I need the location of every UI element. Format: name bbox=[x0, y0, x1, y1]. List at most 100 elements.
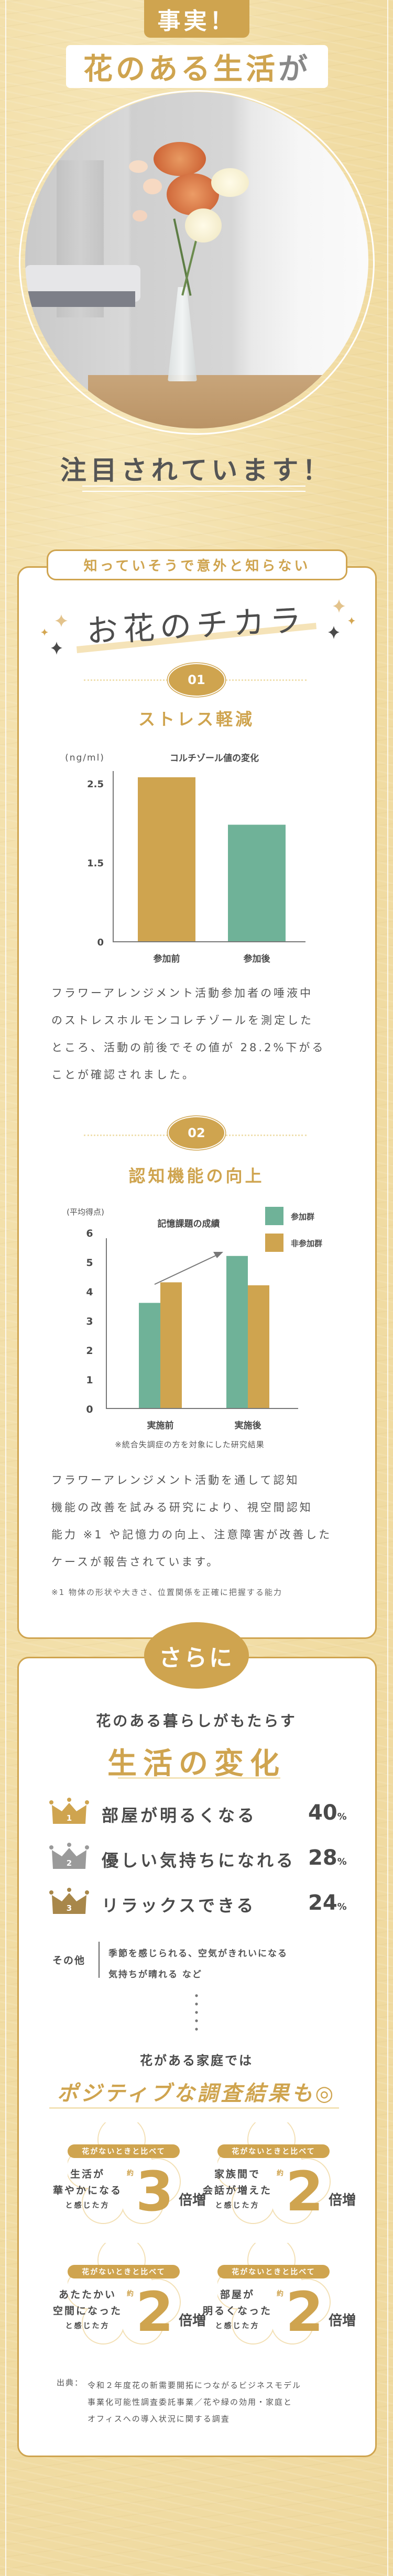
survey-title: ポジティブな調査結果も◎ bbox=[57, 2082, 336, 2106]
carnation-flower bbox=[129, 160, 148, 173]
headline-underline bbox=[82, 486, 305, 487]
bar-参加群-実施前 bbox=[139, 1303, 160, 1408]
border-line-right bbox=[387, 0, 388, 2576]
rank-label: 部屋が明るくなる bbox=[102, 1806, 257, 1825]
title-underline bbox=[118, 1777, 280, 1779]
cortisol-chart: (ng/ml) コルチゾール値の変化 0 1.5 2.5 参加前 参加後 bbox=[65, 753, 305, 964]
item-description: フラワーアレンジメント活動参加者の唾液中 のストレスホルモンコレチゾールを測定し… bbox=[51, 979, 350, 1088]
other-line: 気持ちが晴れる など bbox=[108, 1969, 202, 1980]
y-tick-label: 0 bbox=[86, 1404, 93, 1415]
rank-percent: 24 bbox=[308, 1891, 337, 1915]
item-title: ストレス軽減 bbox=[138, 709, 255, 729]
y-tick-label: 2.5 bbox=[87, 779, 104, 790]
wooden-table bbox=[88, 375, 324, 428]
description-line: 家族間で bbox=[214, 2168, 260, 2180]
percent-unit: % bbox=[337, 1901, 347, 1912]
legend-label: 非参加群 bbox=[291, 1239, 322, 1248]
multiplier-unit: 倍増 bbox=[179, 2193, 206, 2208]
lisianthus-flower bbox=[185, 208, 222, 243]
sparkle-icon bbox=[55, 614, 68, 627]
source-line: 事業化可能性調査委託事業／花や緑の効用・家庭と bbox=[88, 2397, 293, 2407]
description-line: 空間になった bbox=[52, 2305, 122, 2317]
rank-label: 優しい気持ちになれる bbox=[102, 1851, 296, 1870]
y-tick-label: 5 bbox=[86, 1257, 93, 1269]
x-tick-label: 実施後 bbox=[235, 1420, 262, 1431]
y-tick-label: 4 bbox=[86, 1286, 93, 1298]
carnation-flower bbox=[143, 179, 162, 194]
chart-note: ※統合失調症の方を対象にした研究結果 bbox=[115, 1440, 265, 1449]
rank-percent: 28 bbox=[308, 1846, 337, 1870]
bar-非参加群-実施後 bbox=[248, 1285, 269, 1408]
result-description: あたたかい空間になったと感じた方 bbox=[51, 2287, 124, 2333]
hero-title-box: 花のある生活が bbox=[66, 45, 328, 88]
y-tick-label: 2 bbox=[86, 1345, 93, 1357]
multiplier-number: 2 bbox=[136, 2280, 174, 2344]
description-line: 生活が bbox=[70, 2168, 105, 2180]
approx-label: 約 bbox=[127, 2290, 134, 2298]
description-suffix: と感じた方 bbox=[215, 2322, 260, 2330]
description-suffix: と感じた方 bbox=[65, 2322, 110, 2330]
chart-title: コルチゾール値の変化 bbox=[170, 753, 259, 764]
flower-photo bbox=[25, 92, 368, 428]
rank-label: リラックスできる bbox=[102, 1896, 256, 1916]
lisianthus-flower bbox=[211, 168, 249, 197]
card-tab-label: 知っていそうで意外と知らない bbox=[47, 549, 347, 580]
other-divider bbox=[99, 1942, 100, 1978]
dahlia-flower bbox=[154, 142, 206, 176]
paragraph-line: のストレスホルモンコレチゾールを測定した bbox=[51, 1014, 313, 1027]
source-line: オフィスへの導入状況に関する調査 bbox=[88, 2414, 230, 2424]
power-title-decoration: お花のチカラ bbox=[41, 599, 355, 655]
highlight-stripe bbox=[77, 623, 316, 653]
approx-label: 約 bbox=[127, 2170, 134, 2177]
description-suffix: と感じた方 bbox=[215, 2201, 260, 2210]
other-text: 季節を感じられる、空気がきれいになる 気持ちが晴れる など bbox=[108, 1943, 288, 1985]
legend-swatch bbox=[265, 1234, 283, 1252]
x-tick-label: 参加前 bbox=[154, 953, 180, 964]
rank-percent: 40 bbox=[308, 1801, 337, 1825]
description-line: あたたかい bbox=[58, 2289, 116, 2300]
rank-value: 40% bbox=[308, 1801, 350, 1825]
percent-unit: % bbox=[337, 1856, 347, 1867]
crown-icon: 1 bbox=[49, 1798, 89, 1824]
sparkle-icon bbox=[51, 642, 62, 655]
sparkle-icon bbox=[348, 617, 355, 625]
paragraph-line: 機能の改善を試みる研究により、視空間認知 bbox=[51, 1501, 313, 1514]
rank-value: 24% bbox=[308, 1891, 350, 1915]
item-number-badge: 02 bbox=[168, 1116, 225, 1150]
item-title: 認知機能の向上 bbox=[128, 1166, 265, 1186]
description-suffix: と感じた方 bbox=[65, 2201, 110, 2210]
comparison-pill: 花がないときと比べて bbox=[68, 2265, 180, 2278]
rank-number: 3 bbox=[67, 1903, 72, 1913]
bed-frame bbox=[25, 291, 135, 307]
changes-lead: 花のある暮らしがもたらす bbox=[96, 1712, 297, 1730]
paragraph-line: フラワーアレンジメント活動参加者の唾液中 bbox=[51, 987, 313, 999]
bar-参加後 bbox=[228, 824, 286, 942]
legend-swatch bbox=[265, 1207, 283, 1225]
changes-title: 生活の変化 bbox=[107, 1747, 286, 1781]
bar-参加群-実施後 bbox=[226, 1256, 248, 1408]
description-line: 明るくなった bbox=[202, 2305, 272, 2317]
sparkle-icon bbox=[333, 599, 345, 613]
multiplier-number: 3 bbox=[136, 2160, 174, 2223]
approx-label: 約 bbox=[277, 2170, 284, 2177]
comparison-pill: 花がないときと比べて bbox=[68, 2144, 180, 2158]
survey-lead: 花がある家庭では bbox=[140, 2053, 253, 2068]
multiplier-number: 2 bbox=[286, 2280, 324, 2344]
bar-非参加群-実施前 bbox=[160, 1282, 182, 1408]
description-line: 華やかになる bbox=[52, 2185, 122, 2196]
chart-unit-label: (ng/ml) bbox=[65, 753, 105, 763]
chart-unit-label: (平均得点) bbox=[67, 1207, 104, 1217]
footnote: ※1 物体の形状や大きさ、位置関係を正確に把握する能力 bbox=[51, 1588, 282, 1597]
y-tick-label: 1.5 bbox=[87, 858, 104, 869]
fact-badge: 事実！ bbox=[144, 0, 249, 38]
vertical-dots bbox=[195, 1994, 198, 2031]
source-text: 令和２年度花の新需要開拓につながるビジネスモデル 事業化可能性調査委託事業／花や… bbox=[88, 2377, 301, 2427]
crown-icon: 2 bbox=[49, 1843, 89, 1869]
trend-arrow bbox=[154, 1254, 217, 1285]
hero-title-gray: が bbox=[278, 52, 311, 86]
flower-power-card bbox=[17, 566, 377, 1639]
rank-number: 1 bbox=[67, 1813, 72, 1823]
multiplier-unit: 倍増 bbox=[329, 2193, 356, 2208]
x-tick-label: 参加後 bbox=[244, 953, 271, 964]
description-line: 部屋が bbox=[220, 2289, 255, 2300]
